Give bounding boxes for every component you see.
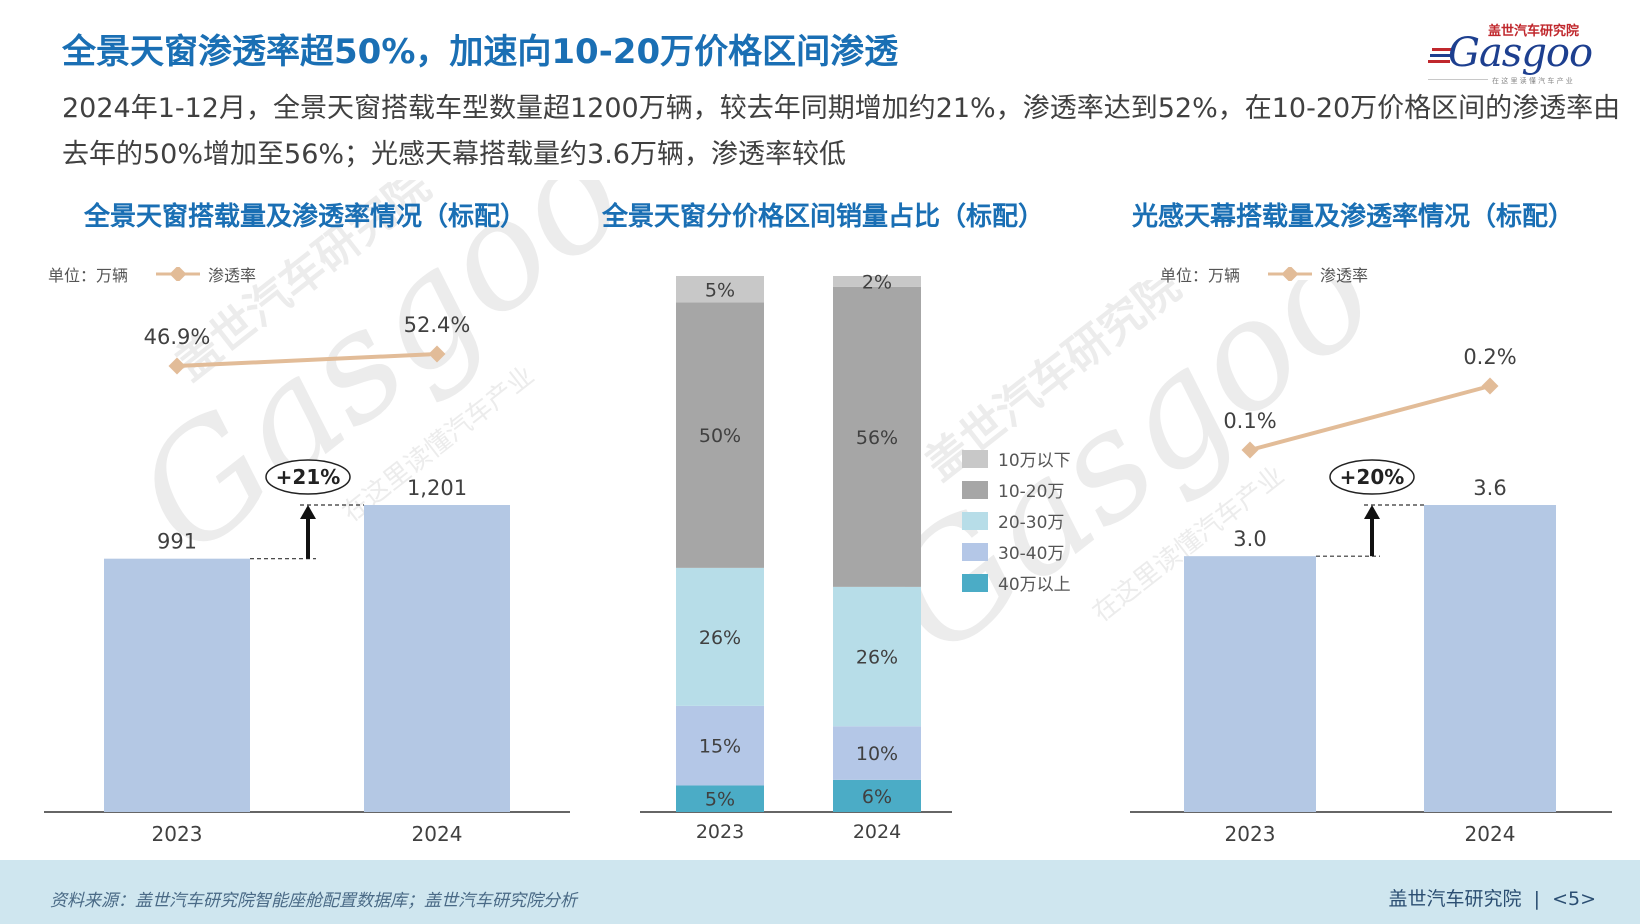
chart3-x-tick-2023: 2023	[1225, 822, 1276, 846]
chart2-legend-swatch-20-30万	[962, 512, 988, 530]
legend-line-marker-icon	[156, 267, 201, 281]
page-title: 全景天窗渗透率超50%，加速向10-20万价格区间渗透	[62, 32, 899, 72]
chart1-bar-2024	[364, 505, 510, 812]
chart2-segment-label-2024-30-40万: 10%	[856, 743, 898, 765]
chart2-segment-2024-20-30万	[833, 586, 921, 727]
chart2-legend-label-40万以上: 40万以上	[998, 575, 1071, 595]
chart3-bar-label-2024: 3.6	[1473, 476, 1506, 500]
chart1-bar-2023	[104, 558, 250, 812]
chart3-growth-ellipse	[1329, 459, 1415, 495]
chart2-segment-2024-30-40万	[833, 726, 921, 780]
chart1-bar-label-2024: 1,201	[407, 476, 467, 500]
chart3-penetration-line	[1249, 384, 1491, 452]
logo-slogan: 在 这 里 读 懂 汽 车 产 业	[1492, 77, 1573, 85]
page-number: <5>	[1552, 888, 1596, 910]
chart2-segment-label-2024-10-20万: 56%	[856, 427, 898, 449]
footer-bar: 资料来源：盖世汽车研究院智能座舱配置数据库；盖世汽车研究院分析 盖世汽车研究院 …	[0, 860, 1640, 924]
chart1-legend: 单位：万辆 渗透率	[48, 262, 256, 286]
chart3-penetration-label-2023: 0.1%	[1223, 409, 1276, 433]
chart1-penetration-label-2023: 46.9%	[144, 325, 211, 349]
chart2-segment-label-2024-10万以下: 2%	[862, 271, 892, 293]
chart1-x-tick-2024: 2024	[412, 822, 463, 846]
chart3-legend-label: 渗透率	[1320, 266, 1369, 285]
chart2-segment-2024-10-20万	[833, 286, 921, 587]
chart2-title: 全景天窗分价格区间销量占比（标配）	[602, 202, 1045, 232]
chart3-bar-2024	[1424, 505, 1556, 812]
chart2-segment-2023-40万以上	[676, 785, 764, 812]
chart3-title: 光感天幕搭载量及渗透率情况（标配）	[1132, 202, 1575, 232]
chart1-growth-label: +21%	[276, 465, 341, 489]
chart1-bar-label-2023: 991	[157, 530, 197, 554]
chart2-segment-2023-10-20万	[676, 302, 764, 568]
chart3-unit-label: 单位：万辆	[1160, 266, 1241, 285]
chart2-segment-2024-10万以下	[833, 276, 921, 287]
chart1-legend-label: 渗透率	[208, 266, 257, 285]
chart3-smart-glass-volume: 3.0 2023 3.6 2024 0.1% 0.2% +20%	[1130, 345, 1612, 846]
chart2-x-tick-2023: 2023	[696, 821, 744, 843]
chart1-penetration-point-2023	[168, 357, 186, 375]
chart3-penetration-point-2024	[1481, 377, 1499, 395]
chart2-x-tick-2024: 2024	[853, 821, 901, 843]
footer-brand: 盖世汽车研究院	[1388, 888, 1522, 910]
chart2-legend-label-30-40万: 30-40万	[998, 544, 1064, 564]
chart2-segment-label-2023-10万以下: 5%	[705, 279, 735, 301]
footer-page-info: 盖世汽车研究院 | <5>	[1389, 884, 1596, 911]
logo-stripes-icon	[1428, 48, 1454, 63]
chart3-x-tick-2024: 2024	[1465, 822, 1516, 846]
chart3-bar-label-2023: 3.0	[1233, 527, 1266, 551]
chart2-price-segment-share: 5% 15% 26% 50% 5% 2023 6% 10% 26% 56% 2% 2024 10万以下 1…	[640, 271, 1071, 843]
logo-divider	[1428, 79, 1488, 80]
chart2-legend-swatch-30-40万	[962, 543, 988, 561]
chart1-penetration-point-2024	[428, 345, 446, 363]
chart1-unit-label: 单位：万辆	[48, 266, 129, 285]
gasgoo-logo: 盖世汽车研究院 Gasgoo 在 这 里 读 懂 汽 车 产 业	[1428, 18, 1598, 86]
chart1-growth-arrow-head-icon	[300, 505, 316, 519]
chart2-segment-2023-20-30万	[676, 567, 764, 706]
chart2-legend-swatch-10万以下	[962, 450, 988, 468]
footer-separator: |	[1533, 888, 1541, 910]
chart1-panoramic-sunroof-volume: 991 2023 1,201 2024 46.9% 52.4% +21%	[44, 313, 570, 846]
chart3-growth-arrow-head-icon	[1364, 505, 1380, 519]
chart2-segment-label-2024-20-30万: 26%	[856, 647, 898, 669]
chart1-growth-ellipse	[265, 459, 351, 495]
chart3-penetration-label-2024: 0.2%	[1463, 345, 1516, 369]
chart3-growth-label: +20%	[1340, 465, 1405, 489]
chart2-legend-label-10-20万: 10-20万	[998, 482, 1064, 502]
footer-source: 资料来源：盖世汽车研究院智能座舱配置数据库；盖世汽车研究院分析	[50, 891, 577, 911]
chart2-legend-swatch-10-20万	[962, 481, 988, 499]
logo-en-text: Gasgoo	[1448, 30, 1593, 76]
chart1-penetration-line	[176, 352, 438, 368]
chart2-segment-2023-10万以下	[676, 276, 764, 303]
chart3-bar-2023	[1184, 556, 1316, 812]
chart2-segment-label-2023-40万以上: 5%	[705, 789, 735, 811]
chart3-legend: 单位：万辆 渗透率	[1160, 262, 1368, 286]
chart2-segment-label-2023-30-40万: 15%	[699, 736, 741, 758]
page-subtitle: 2024年1-12月，全景天窗搭载车型数量超1200万辆，较去年同期增加约21%…	[62, 93, 1621, 170]
logo-cn-text: 盖世汽车研究院	[1488, 24, 1580, 39]
chart2-segment-2023-30-40万	[676, 705, 764, 786]
chart1-title: 全景天窗搭载量及渗透率情况（标配）	[84, 202, 527, 232]
chart2-legend-label-10万以下: 10万以下	[998, 451, 1071, 471]
chart3-penetration-point-2023	[1241, 441, 1259, 459]
legend-line-marker-icon	[1268, 267, 1313, 281]
chart2-legend-swatch-40万以上	[962, 574, 988, 592]
chart1-penetration-label-2024: 52.4%	[404, 313, 471, 337]
chart2-segment-label-2024-40万以上: 6%	[862, 786, 892, 808]
chart2-segment-label-2023-10-20万: 50%	[699, 425, 741, 447]
chart2-segment-label-2023-20-30万: 26%	[699, 627, 741, 649]
chart2-segment-2024-40万以上	[833, 779, 921, 812]
chart2-legend-label-20-30万: 20-30万	[998, 513, 1064, 533]
chart1-x-tick-2023: 2023	[152, 822, 203, 846]
